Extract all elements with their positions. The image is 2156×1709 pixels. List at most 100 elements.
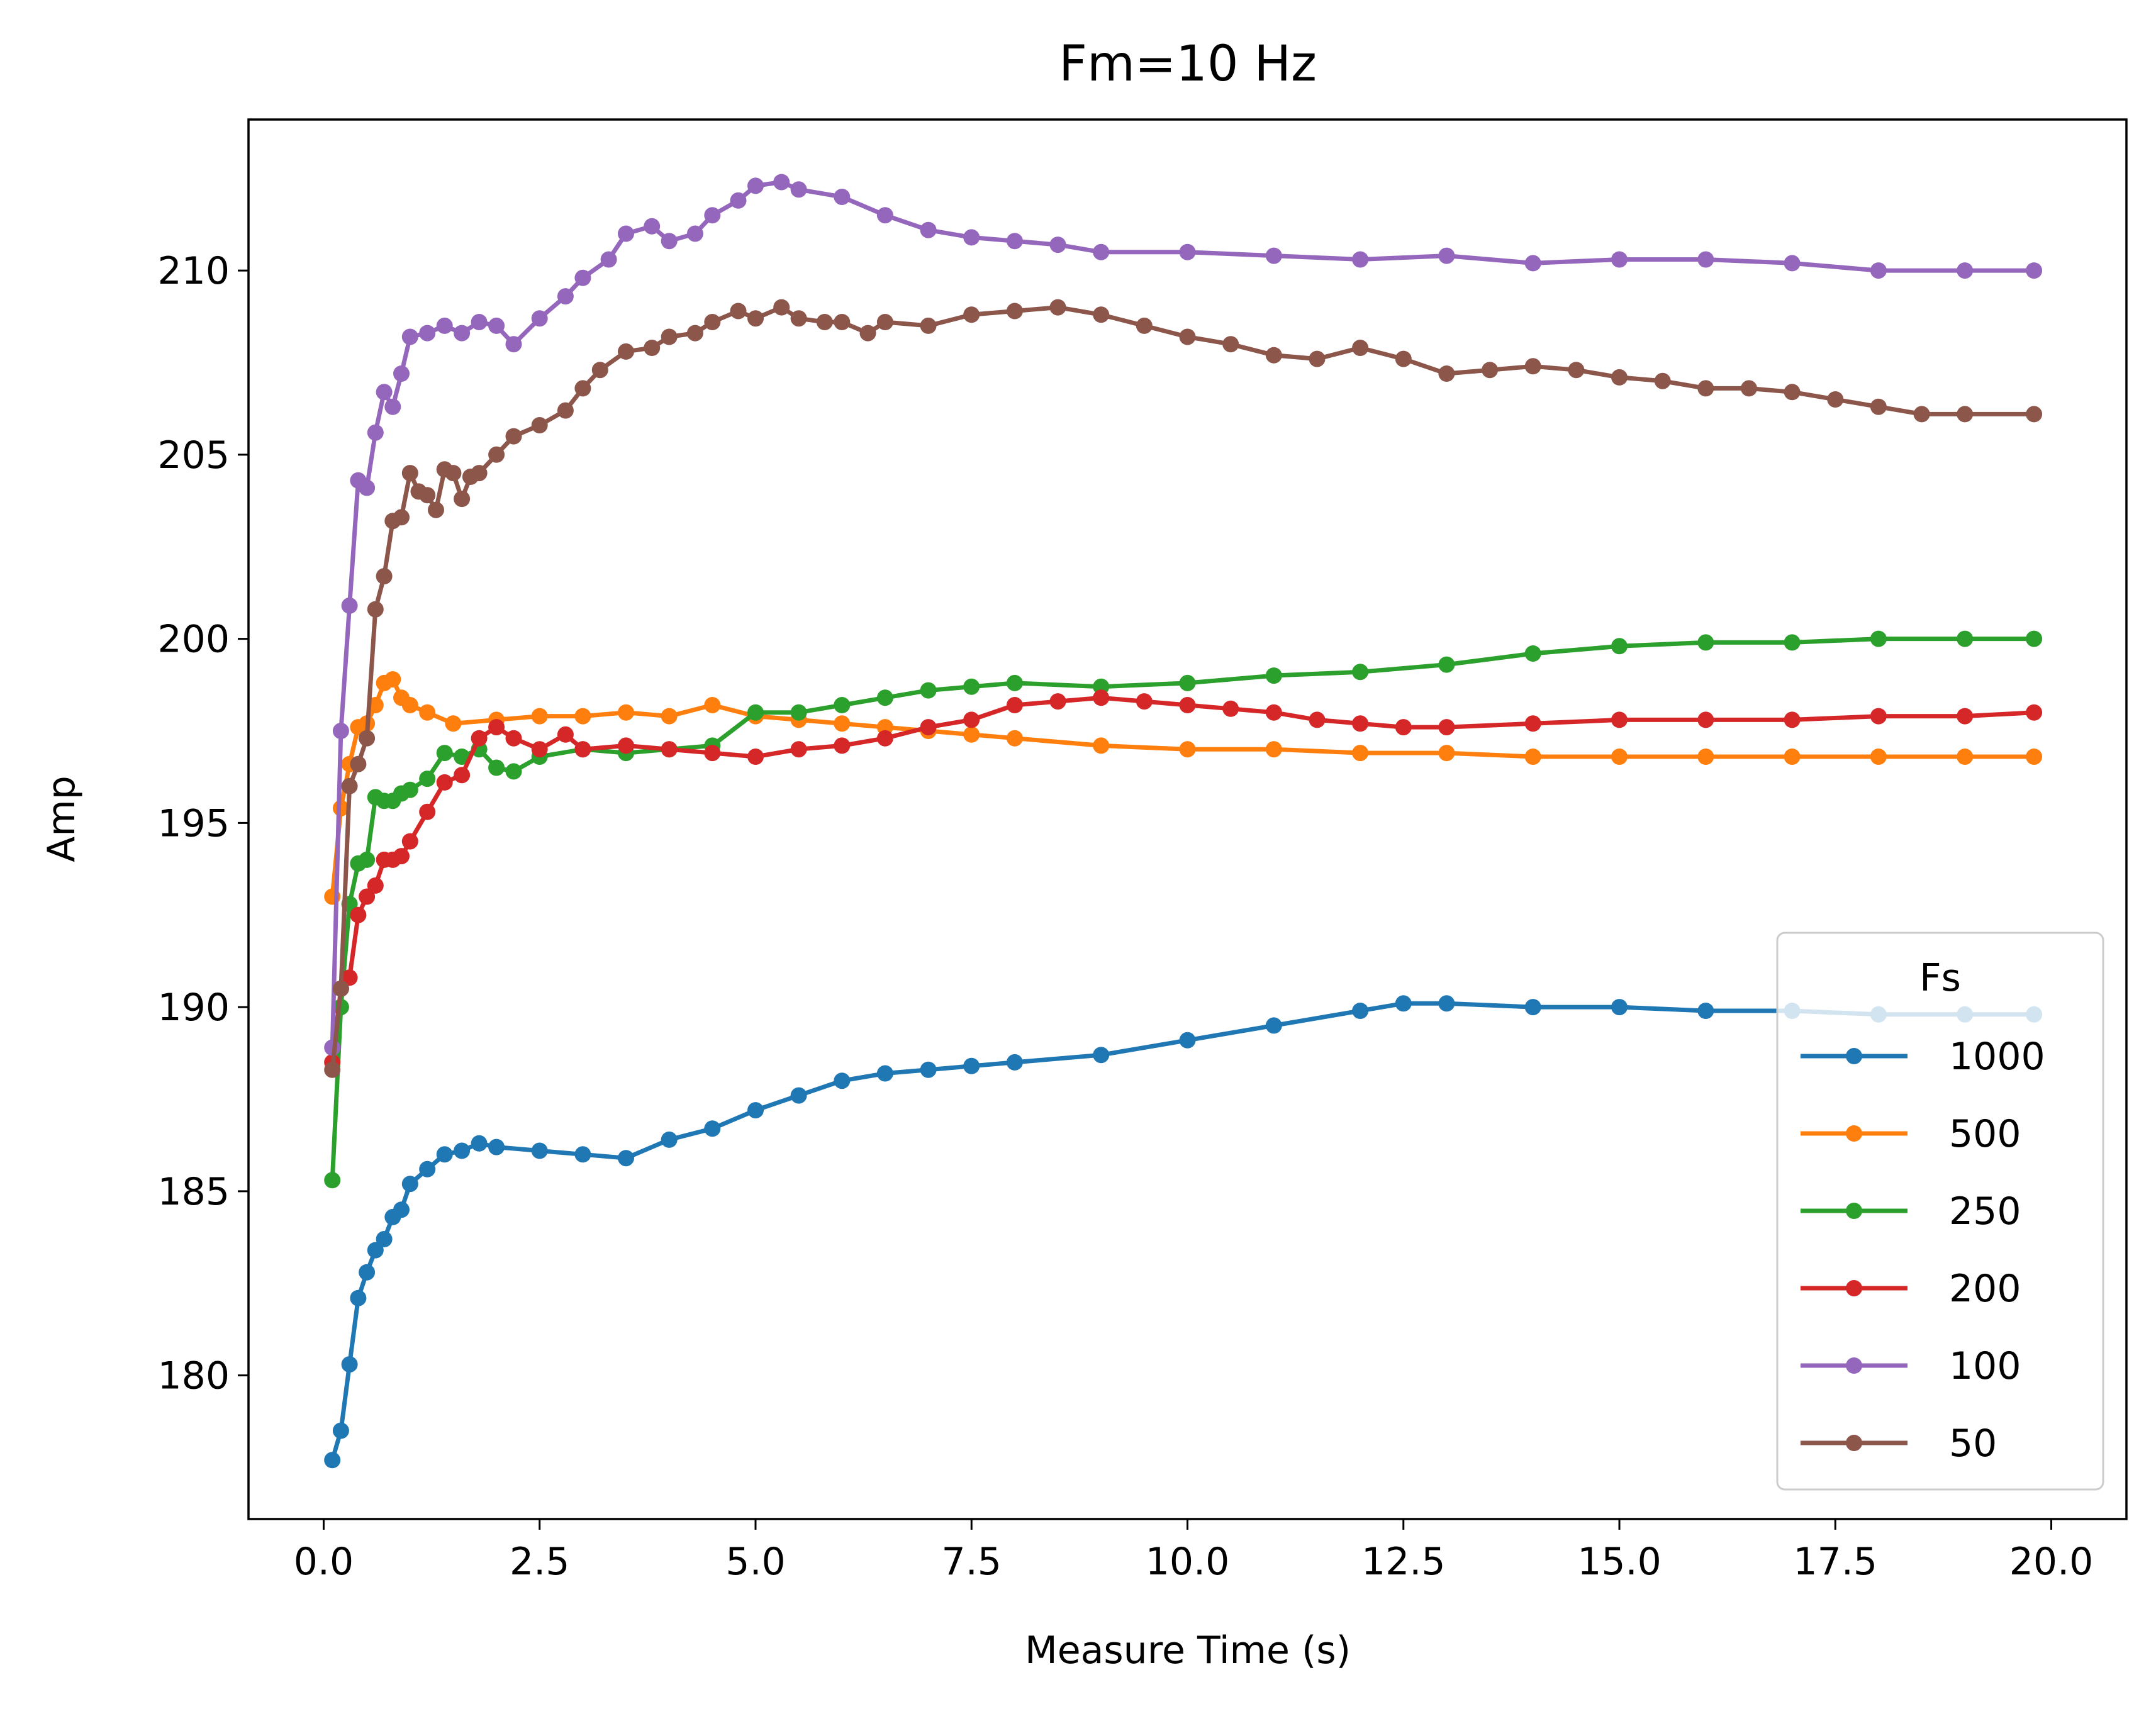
data-point (393, 365, 410, 382)
data-point (1395, 350, 1412, 367)
data-point (401, 697, 418, 713)
data-point (557, 726, 574, 743)
data-point (419, 487, 436, 504)
data-point (401, 465, 418, 482)
data-point (1697, 380, 1714, 397)
y-tick-label: 190 (157, 986, 230, 1030)
data-point (1870, 749, 1887, 765)
data-point (1524, 255, 1541, 272)
series-line-1000 (330, 1001, 2036, 1462)
y-axis: 180 185 190 195 200 205 210 (157, 249, 249, 1398)
data-point (384, 398, 401, 415)
data-point (1957, 406, 1974, 423)
data-point (661, 741, 678, 758)
data-point (963, 678, 980, 695)
data-point (1654, 372, 1671, 389)
data-point (1957, 630, 1974, 647)
data-point (1870, 708, 1887, 725)
data-point (488, 446, 505, 463)
legend-entry-50: 50 (1801, 1422, 1997, 1466)
data-point (367, 877, 384, 894)
data-point (1438, 365, 1455, 382)
data-point (1697, 749, 1714, 765)
x-tick-label: 10.0 (1146, 1540, 1230, 1584)
data-point (2026, 262, 2043, 279)
data-point (834, 715, 851, 732)
data-point (436, 1146, 453, 1163)
data-point (393, 848, 410, 865)
data-point (618, 1150, 634, 1167)
data-point (1395, 719, 1412, 736)
data-point (1265, 347, 1282, 364)
data-point (574, 380, 591, 397)
data-point (816, 314, 833, 330)
data-point (661, 233, 678, 250)
data-point (341, 777, 358, 794)
y-axis-label: Amp (40, 776, 84, 862)
data-point (454, 767, 471, 784)
data-point (401, 781, 418, 798)
data-point (359, 730, 376, 747)
series-layer (324, 174, 2043, 1469)
data-point (1568, 362, 1585, 379)
data-point (1827, 391, 1844, 408)
data-point (1179, 741, 1196, 758)
y-tick-label: 195 (157, 801, 230, 845)
data-point (790, 741, 807, 758)
data-point (876, 689, 893, 706)
data-point (1352, 745, 1369, 762)
data-point (376, 384, 393, 401)
data-point (876, 1065, 893, 1082)
data-point (1697, 711, 1714, 728)
data-point (1438, 719, 1455, 736)
data-point (618, 704, 634, 721)
legend-frame (1776, 932, 2104, 1491)
data-point (704, 745, 721, 762)
data-point (834, 1072, 851, 1089)
y-tick-label: 200 (157, 618, 230, 662)
data-point (1006, 233, 1023, 250)
data-point (454, 325, 471, 342)
data-point (790, 181, 807, 198)
data-point (1093, 1047, 1110, 1064)
data-point (1611, 638, 1628, 655)
data-point (1870, 398, 1887, 415)
data-point (686, 325, 703, 342)
data-point (1913, 406, 1930, 423)
data-point (1697, 1003, 1714, 1019)
x-tick-label: 15.0 (1577, 1540, 1662, 1584)
data-point (2026, 406, 2043, 423)
data-point (1352, 251, 1369, 268)
data-point (1870, 630, 1887, 647)
data-point (1222, 700, 1239, 717)
data-point (1309, 711, 1326, 728)
data-point (359, 888, 376, 905)
data-point (1524, 715, 1541, 732)
series-50 (324, 299, 2043, 1078)
data-point (1352, 1003, 1369, 1019)
data-point (505, 336, 522, 353)
data-point (419, 325, 436, 342)
data-point (1438, 247, 1455, 264)
data-point (350, 1289, 367, 1306)
data-point (454, 749, 471, 765)
x-tick-label: 2.5 (510, 1540, 569, 1584)
chart-title: Fm=10 Hz (1059, 36, 1317, 92)
legend-entry-100: 100 (1801, 1344, 2021, 1388)
data-point (790, 310, 807, 327)
x-tick-label: 0.0 (294, 1540, 354, 1584)
data-point (445, 715, 462, 732)
data-point (332, 1422, 349, 1439)
x-axis: 0.0 2.5 5.0 7.5 10.0 12.5 15.0 17.5 20.0 (294, 1519, 2094, 1584)
data-point (1136, 693, 1153, 710)
x-tick-label: 20.0 (2009, 1540, 2094, 1584)
data-point (704, 314, 721, 330)
data-point (1265, 704, 1282, 721)
plot-area (247, 118, 2128, 1520)
data-point (471, 465, 488, 482)
legend-entries: 1000 500 250 200 100 50 (1801, 1035, 2045, 1466)
data-point (419, 803, 436, 820)
data-point (1784, 749, 1801, 765)
x-tick-label: 17.5 (1793, 1540, 1877, 1584)
data-point (419, 704, 436, 721)
